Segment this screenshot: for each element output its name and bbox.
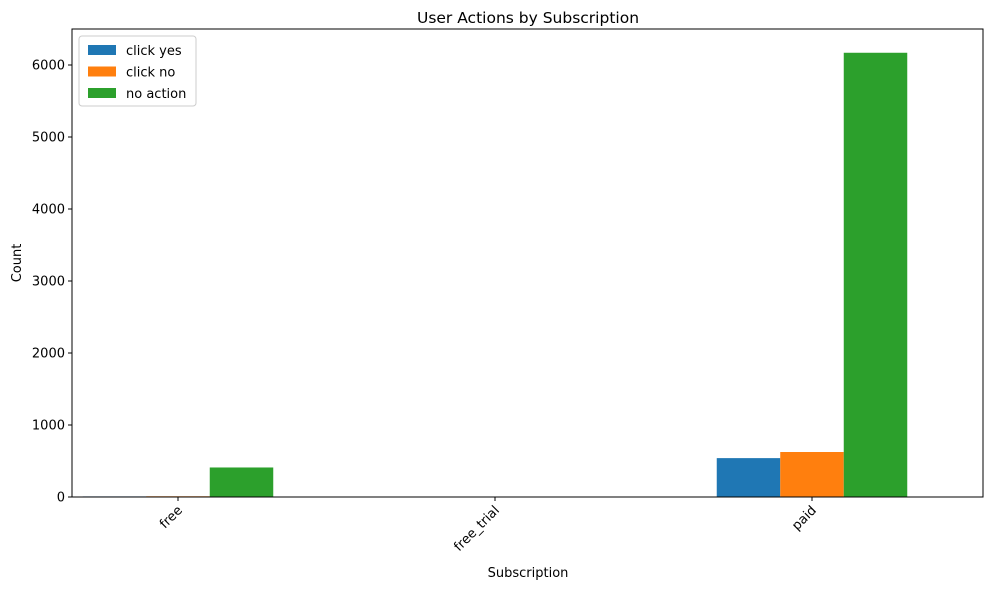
legend-swatch-click-no [88,66,116,77]
x-tick-label: free [157,503,186,532]
plot-area-frame [71,28,984,498]
y-tick-label: 6000 [32,59,65,74]
bar-no-action-free [209,467,274,497]
legend-label-click-yes: click yes [126,44,182,59]
legend-label-click-no: click no [126,66,175,81]
x-tick-label: paid [789,503,819,533]
bar-click-yes-paid [716,458,781,497]
x-axis-title: Subscription [488,566,569,581]
y-tick-label: 4000 [32,203,65,218]
y-tick-label: 3000 [32,275,65,290]
y-tick-label: 1000 [32,419,65,434]
x-tick-label: free_trial [451,503,502,554]
legend-swatch-no-action [88,88,116,98]
y-tick-label: 0 [57,491,65,506]
legend: click yes click no no action [78,35,197,107]
bars-layer [82,52,908,497]
chart-title: User Actions by Subscription [417,9,639,27]
bar-click-no-paid [780,452,844,497]
legend-label-no-action: no action [126,87,186,102]
y-tick-label: 2000 [32,347,65,362]
y-axis-title: Count [10,244,25,283]
bar-no-action-paid [843,52,908,497]
x-axis: free free_trial paid [157,497,820,555]
y-axis: 0 1000 2000 3000 4000 5000 6000 [32,59,72,506]
y-tick-label: 5000 [32,131,65,146]
legend-swatch-click-yes [88,45,116,55]
